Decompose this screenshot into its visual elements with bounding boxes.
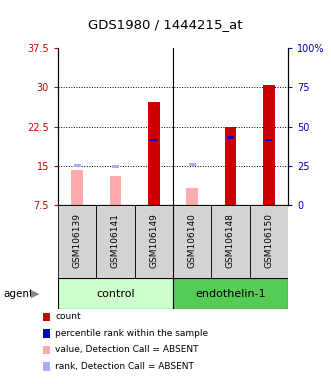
Text: GDS1980 / 1444215_at: GDS1980 / 1444215_at — [88, 18, 243, 31]
Bar — [58, 278, 173, 309]
Bar — [110, 175, 121, 205]
Bar — [71, 170, 83, 205]
Bar — [58, 205, 96, 278]
Text: GSM106150: GSM106150 — [264, 213, 273, 268]
Bar — [263, 85, 274, 205]
Bar — [173, 278, 288, 309]
Text: count: count — [55, 312, 81, 321]
Bar — [96, 205, 135, 278]
Bar — [135, 205, 173, 278]
Text: GSM106149: GSM106149 — [149, 213, 158, 268]
Bar — [148, 102, 160, 205]
Bar — [73, 164, 80, 167]
Text: percentile rank within the sample: percentile rank within the sample — [55, 329, 209, 338]
Text: control: control — [96, 289, 135, 299]
Text: GSM106140: GSM106140 — [188, 213, 197, 268]
Bar — [112, 165, 119, 168]
Text: agent: agent — [3, 289, 33, 299]
Bar — [227, 136, 234, 139]
Text: value, Detection Call = ABSENT: value, Detection Call = ABSENT — [55, 345, 199, 354]
Bar — [265, 139, 272, 141]
Bar — [186, 188, 198, 205]
Text: rank, Detection Call = ABSENT: rank, Detection Call = ABSENT — [55, 362, 194, 371]
Text: GSM106141: GSM106141 — [111, 213, 120, 268]
Bar — [173, 205, 211, 278]
Bar — [211, 205, 250, 278]
Bar — [150, 139, 157, 141]
Text: GSM106148: GSM106148 — [226, 213, 235, 268]
Bar — [250, 205, 288, 278]
Text: endothelin-1: endothelin-1 — [195, 289, 266, 299]
Bar — [189, 163, 196, 166]
Text: GSM106139: GSM106139 — [72, 213, 82, 268]
Text: ▶: ▶ — [31, 289, 40, 299]
Bar — [225, 127, 236, 205]
